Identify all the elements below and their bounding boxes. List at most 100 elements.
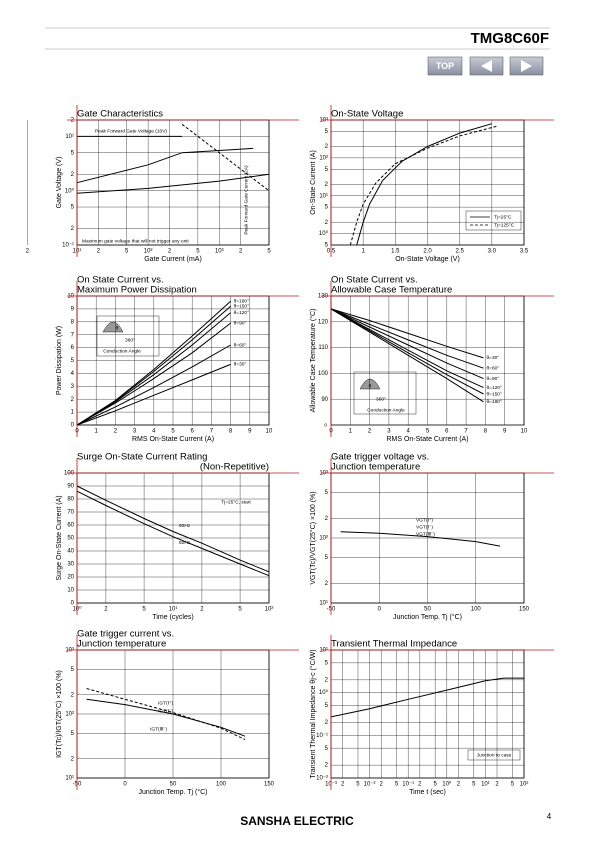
x-tick-label: 5 [238, 607, 242, 613]
y-axis-label: Surge On-State Current (A) [56, 495, 63, 580]
curve [76, 312, 231, 426]
chart-title: Surge On-State Current Rating [77, 452, 207, 463]
chart-title: Gate trigger voltage vs. [331, 452, 429, 463]
chart-title: Allowable Case Temperature [331, 285, 452, 296]
curve [76, 485, 270, 573]
x-tick-label: 5 [395, 782, 399, 788]
y-tick-label: 10² [319, 536, 328, 542]
top-button-label[interactable]: TOP [436, 61, 454, 71]
annotation: IGT(Ⅰ⁻) [158, 708, 174, 714]
y-tick-label: 130 [318, 294, 329, 300]
x-tick-label: 1 [95, 429, 99, 435]
inset-frame [467, 749, 521, 761]
y-tick-label: 10¹ [319, 601, 328, 607]
annotation: VGT(Ⅰ⁺) [416, 517, 433, 523]
curve [76, 490, 270, 577]
y-tick-label: 5 [71, 667, 75, 673]
x-tick-label: 10 [521, 429, 528, 435]
x-tick-label: 4 [407, 429, 411, 435]
x-tick-label: 5 [125, 249, 129, 255]
y-tick-label: 0 [71, 423, 75, 429]
series-label: θ=30° [234, 362, 247, 368]
y-tick-label: 10³ [319, 118, 328, 124]
annotation: VGT(Ⅲ⁻) [416, 531, 435, 537]
x-tick-label: 5 [171, 429, 175, 435]
y-tick-label: 10⁻¹ [62, 243, 74, 249]
y-tick-label: 2 [325, 144, 329, 150]
curve [76, 147, 254, 184]
x-tick-label: 3 [387, 429, 391, 435]
y-tick-label: 5 [325, 555, 329, 561]
y-tick-label: 2 [325, 516, 329, 522]
chart-title: On-State Voltage [331, 109, 403, 120]
x-tick-label: 1 [349, 429, 353, 435]
x-tick-label: 5 [434, 782, 438, 788]
y-tick-label: 2 [325, 763, 329, 769]
series-label: 50Hz [179, 540, 191, 546]
y-axis-label: Transient Thermal Impedance θj-c (°C/W) [309, 649, 317, 778]
annotation: θ [369, 383, 372, 389]
curve [76, 363, 231, 426]
curve [76, 322, 231, 426]
curve [76, 173, 270, 194]
chart-title: Junction temperature [331, 462, 420, 473]
y-tick-label: 10 [67, 294, 74, 300]
x-tick-label: 2 [97, 249, 101, 255]
curve [76, 344, 231, 426]
x-tick-label: 7 [210, 429, 214, 435]
x-tick-label: 8 [484, 429, 488, 435]
y-tick-label: 0 [71, 601, 75, 607]
annotation: IGT(Ⅰ⁺) [158, 700, 174, 706]
y-tick-label: 2 [71, 226, 75, 232]
x-tick-label: 7 [464, 429, 468, 435]
prev-button[interactable] [469, 56, 504, 76]
x-tick-label: 2 [495, 782, 499, 788]
series-label: θ=90° [234, 320, 247, 326]
inset-frame [359, 378, 381, 390]
x-axis-label: Gate Current (mA) [144, 256, 202, 263]
annotation: Tj=25°C, start [221, 499, 251, 505]
annotation: Junction to case [477, 752, 512, 758]
x-axis-label: Time (cycles) [152, 614, 193, 621]
x-tick-label: 50 [170, 782, 177, 788]
x-tick-label: 9 [503, 429, 507, 435]
x-tick-label: 10¹ [169, 607, 178, 613]
x-tick-label: 50 [424, 607, 431, 613]
x-tick-label: 2 [418, 782, 422, 788]
y-tick-label: 2 [325, 720, 329, 726]
x-tick-label: 5 [426, 429, 430, 435]
series-label: θ=180° [486, 399, 501, 405]
x-tick-label: 10 [266, 429, 273, 435]
y-tick-label: 10⁰ [319, 230, 329, 237]
x-tick-label: 5 [267, 249, 271, 255]
x-tick-label: 1.5 [391, 249, 400, 255]
curve [330, 308, 484, 395]
y-tick-label: 5 [71, 205, 75, 211]
y-tick-label: 5 [325, 490, 329, 496]
y-tick-label: 80 [67, 497, 74, 503]
y-tick-label: 60 [67, 523, 74, 529]
curve [330, 308, 484, 380]
y-tick-label: 8 [71, 319, 75, 325]
x-axis-label: Junction Temp. Tj (°C) [138, 788, 207, 796]
y-tick-label: 10³ [65, 648, 74, 654]
x-tick-label: 5 [142, 607, 146, 613]
y-tick-label: 110 [318, 345, 328, 351]
y-tick-label: 50 [67, 536, 74, 542]
y-tick-label: 1 [71, 410, 75, 416]
y-tick-label: 4 [71, 371, 75, 377]
annotation: Conduction Angle [367, 407, 405, 413]
chart-title: Gate trigger current vs. [77, 629, 174, 640]
x-tick-label: 8 [229, 429, 233, 435]
x-tick-label: 10⁻¹ [402, 782, 414, 788]
x-axis-label: RMS On-State Current (A) [132, 436, 214, 443]
y-tick-label: 6 [71, 345, 75, 351]
top-button[interactable]: TOP [427, 56, 463, 76]
x-tick-label: 10² [265, 607, 274, 613]
x-tick-label: 5 [356, 782, 360, 788]
y-tick-label: 10¹ [65, 134, 74, 140]
next-button[interactable] [509, 56, 544, 76]
annotation: 360° [125, 337, 135, 343]
series-label: θ=180° [234, 298, 249, 304]
y-axis-label: Allowable Case Temperature (°C) [309, 309, 317, 413]
